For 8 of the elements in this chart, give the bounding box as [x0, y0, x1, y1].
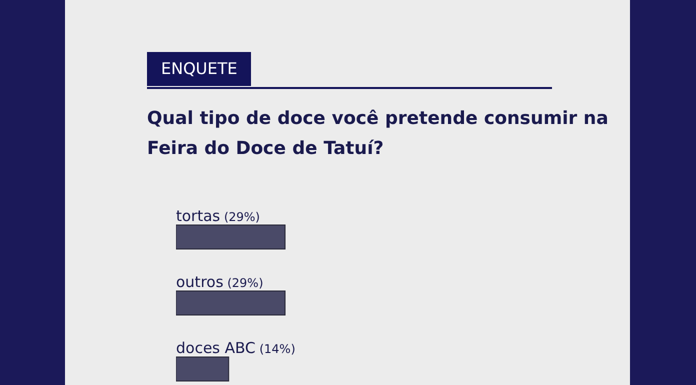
- text: ENQUETE: [147, 52, 252, 86]
- y-tick-label: tortas: [176, 207, 220, 225]
- text: Qual tipo de doce você pretende consumir na Feira do Doce de Tatuí?: [147, 107, 610, 161]
- data-label: (29%): [223, 276, 264, 290]
- y-tick-label: outros: [176, 273, 224, 291]
- data-label: (14%): [256, 342, 296, 356]
- data-label: (29%): [220, 210, 260, 224]
- y-tick-label: doces ABC: [176, 339, 256, 357]
